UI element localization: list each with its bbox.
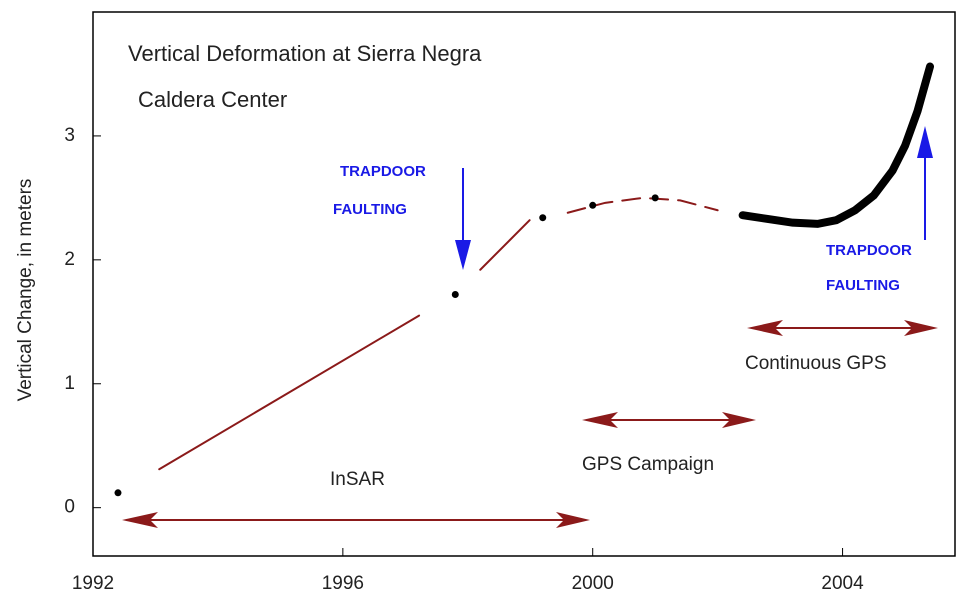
span-arrow xyxy=(747,320,938,336)
data-point xyxy=(451,291,459,299)
y-tick-label: 0 xyxy=(64,497,75,518)
data-point xyxy=(651,194,659,202)
y-tick-label: 1 xyxy=(64,373,75,394)
x-tick-label: 1992 xyxy=(72,573,114,594)
trapdoor-arrow xyxy=(455,168,471,270)
plot-frame xyxy=(92,11,956,557)
series-line xyxy=(566,196,719,214)
series-line xyxy=(479,219,531,271)
annotation: InSAR xyxy=(330,469,385,490)
x-tick-label: 2004 xyxy=(821,573,864,594)
annotation: Continuous GPS xyxy=(745,353,887,374)
series-line xyxy=(158,314,421,471)
span-arrow xyxy=(122,512,590,528)
trapdoor-arrow xyxy=(917,126,933,240)
y-tick-label: 2 xyxy=(64,249,75,270)
annotation: FAULTING xyxy=(826,277,900,294)
chart-subtitle: Caldera Center xyxy=(138,87,287,112)
annotation: FAULTING xyxy=(333,201,407,218)
y-axis-label: Vertical Change, in meters xyxy=(15,179,36,402)
span-arrow xyxy=(582,412,756,428)
y-tick-label: 3 xyxy=(64,125,75,146)
x-tick-label: 2000 xyxy=(572,573,614,594)
x-tick-label: 1996 xyxy=(322,573,364,594)
annotation: TRAPDOOR xyxy=(340,163,426,180)
data-point xyxy=(589,201,597,209)
data-point xyxy=(114,489,122,497)
series-line xyxy=(738,62,935,228)
chart-title: Vertical Deformation at Sierra Negra xyxy=(128,41,482,66)
annotation: GPS Campaign xyxy=(582,454,714,475)
annotation: TRAPDOOR xyxy=(826,242,912,259)
data-point xyxy=(539,214,547,222)
